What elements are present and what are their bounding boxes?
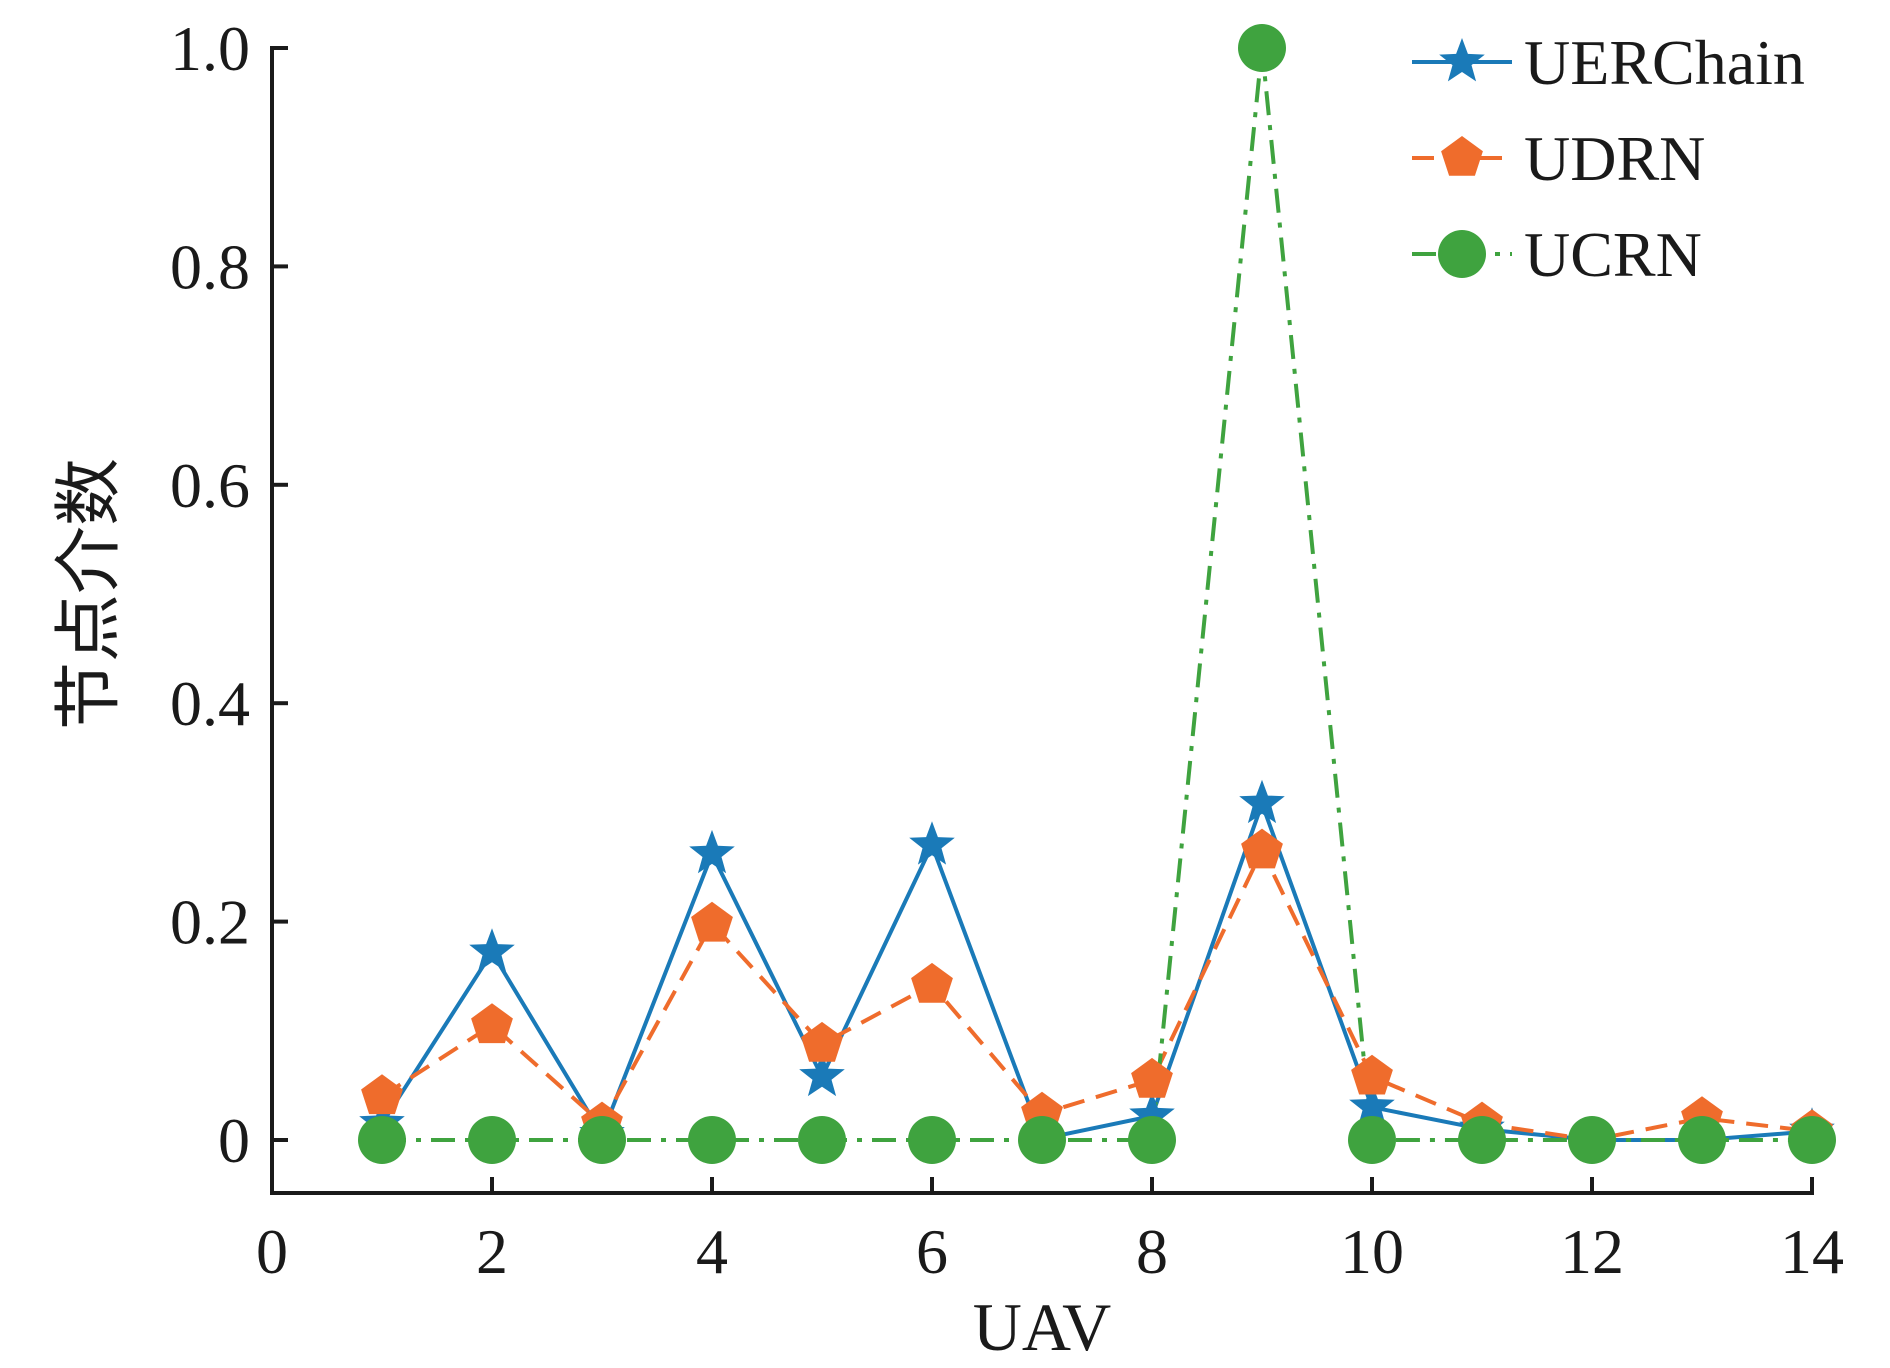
data-point-ucrn bbox=[1238, 24, 1286, 72]
data-point-ucrn bbox=[908, 1116, 956, 1164]
y-tick-label: 1.0 bbox=[170, 13, 250, 84]
data-point-ucrn bbox=[1568, 1116, 1616, 1164]
data-point-ucrn bbox=[1678, 1116, 1726, 1164]
data-point-udrn bbox=[801, 1021, 843, 1062]
data-point-ucrn bbox=[1458, 1116, 1506, 1164]
x-tick-label: 8 bbox=[1136, 1216, 1168, 1287]
data-point-uerchain bbox=[1239, 779, 1285, 824]
data-point-udrn bbox=[471, 1003, 513, 1044]
y-tick-label: 0 bbox=[218, 1105, 250, 1176]
data-point-ucrn bbox=[688, 1116, 736, 1164]
data-point-ucrn bbox=[1348, 1116, 1396, 1164]
data-point-udrn bbox=[691, 901, 733, 942]
series-line-ucrn bbox=[382, 46, 1812, 1142]
series-markers bbox=[358, 24, 1836, 1164]
series-lines bbox=[380, 46, 1813, 1142]
data-point-uerchain bbox=[1129, 1092, 1175, 1136]
x-tick-label: 2 bbox=[476, 1216, 508, 1287]
x-axis-title: UAV bbox=[973, 1289, 1112, 1365]
data-point-uerchain bbox=[909, 821, 955, 865]
y-ticks: 0 0.2 0.4 0.6 0.8 1.0 bbox=[170, 13, 288, 1176]
y-tick-label: 0.6 bbox=[170, 450, 250, 521]
data-point-udrn bbox=[361, 1074, 403, 1115]
legend-marker-ucrn bbox=[1438, 230, 1486, 278]
axes bbox=[270, 46, 1814, 1195]
data-point-udrn bbox=[911, 962, 953, 1003]
data-point-uerchain bbox=[1349, 1083, 1395, 1127]
y-tick-label: 0.2 bbox=[170, 887, 250, 958]
x-tick-label: 10 bbox=[1340, 1216, 1404, 1287]
y-tick-label: 0.4 bbox=[170, 668, 250, 739]
data-point-ucrn bbox=[468, 1116, 516, 1164]
data-point-udrn bbox=[1241, 828, 1283, 869]
data-point-uerchain bbox=[689, 829, 735, 874]
legend: UERChain UDRN UCRN bbox=[1412, 27, 1805, 290]
legend-marker-udrn bbox=[1441, 136, 1483, 176]
data-point-ucrn bbox=[1788, 1116, 1836, 1164]
data-point-ucrn bbox=[798, 1116, 846, 1164]
data-point-uerchain bbox=[469, 928, 515, 972]
data-point-ucrn bbox=[1018, 1116, 1066, 1164]
data-point-udrn bbox=[1131, 1057, 1173, 1098]
x-tick-label: 6 bbox=[916, 1216, 948, 1287]
x-ticks: 0 2 4 6 8 10 12 14 bbox=[256, 1177, 1844, 1287]
data-point-uerchain bbox=[799, 1052, 845, 1097]
legend-label-ucrn: UCRN bbox=[1524, 219, 1702, 290]
x-tick-label: 4 bbox=[696, 1216, 728, 1287]
legend-marker-uerchain bbox=[1439, 38, 1485, 82]
x-tick-label: 0 bbox=[256, 1216, 288, 1287]
x-tick-label: 12 bbox=[1560, 1216, 1624, 1287]
legend-label-udrn: UDRN bbox=[1524, 123, 1705, 194]
y-tick-label: 0.8 bbox=[170, 231, 250, 302]
data-point-udrn bbox=[1351, 1054, 1393, 1095]
series-line-uerchain bbox=[380, 801, 1813, 1142]
data-point-ucrn bbox=[1128, 1116, 1176, 1164]
y-axis-title: 节点介数 bbox=[51, 458, 127, 730]
x-tick-label: 14 bbox=[1780, 1216, 1844, 1287]
data-point-ucrn bbox=[578, 1116, 626, 1164]
series-line-udrn bbox=[380, 848, 1813, 1142]
data-point-ucrn bbox=[358, 1116, 406, 1164]
legend-label-uerchain: UERChain bbox=[1524, 27, 1805, 98]
